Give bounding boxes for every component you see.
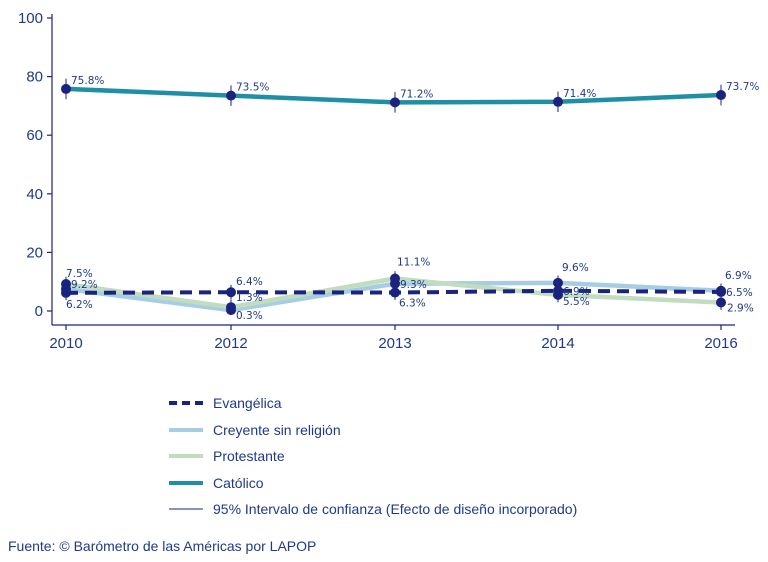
data-label-protestante: 1.3% xyxy=(236,292,263,304)
point-catolico xyxy=(716,90,726,101)
legend-item-evangelica: Evangélica xyxy=(167,390,577,417)
data-label-creyente: 9.6% xyxy=(562,262,589,274)
legend: Evangélica Creyente sin religión Protest… xyxy=(167,390,577,523)
point-protestante xyxy=(226,302,236,313)
point-catolico xyxy=(553,96,563,107)
legend-label-evangelica: Evangélica xyxy=(213,395,282,412)
data-label-creyente: 9.3% xyxy=(400,279,427,291)
legend-label-protestante: Protestante xyxy=(213,448,285,465)
x-tick-label: 2014 xyxy=(541,335,574,352)
data-label-protestante: 9.2% xyxy=(71,279,98,291)
legend-label-creyente: Creyente sin religión xyxy=(213,421,341,438)
x-tick-label: 2010 xyxy=(49,335,82,352)
legend-item-creyente: Creyente sin religión xyxy=(167,417,577,444)
data-label-evangelica: 6.9% xyxy=(563,286,590,298)
light-blue-line-swatch-icon xyxy=(167,423,205,437)
legend-item-ci: 95% Intervalo de confianza (Efecto de di… xyxy=(167,496,577,523)
point-protestante xyxy=(61,279,71,290)
data-label-creyente: 0.3% xyxy=(236,310,263,322)
y-tick-label: 60 xyxy=(26,127,43,144)
line-chart: 0 20 40 60 80 100 2010 2012 2013 2014 2016 6.2% 6.4… xyxy=(18,10,759,352)
data-label-protestante: 11.1% xyxy=(397,256,430,268)
data-label-protestante: 5.5% xyxy=(563,296,590,308)
data-label-catolico: 73.7% xyxy=(726,81,759,93)
point-evangelica xyxy=(390,287,400,298)
data-label-creyente: 7.5% xyxy=(66,268,93,280)
point-protestante xyxy=(553,289,563,300)
point-catolico xyxy=(61,83,71,94)
thin-line-swatch-icon xyxy=(167,502,205,516)
point-protestante xyxy=(390,273,400,284)
y-tick-label: 80 xyxy=(26,69,43,86)
data-label-catolico: 71.2% xyxy=(400,88,433,100)
legend-item-protestante: Protestante xyxy=(167,443,577,470)
data-label-creyente: 6.9% xyxy=(725,270,752,282)
dashed-line-swatch-icon xyxy=(167,396,205,410)
data-label-catolico: 73.5% xyxy=(236,82,269,94)
legend-label-catolico: Católico xyxy=(213,474,264,491)
point-catolico xyxy=(390,97,400,108)
y-tick-label: 0 xyxy=(35,303,43,320)
x-tick-label: 2013 xyxy=(378,335,411,352)
source-note: Fuente: © Barómetro de las Américas por … xyxy=(8,538,317,554)
y-tick-label: 100 xyxy=(18,10,43,27)
point-catolico xyxy=(226,90,236,101)
legend-label-ci: 95% Intervalo de confianza (Efecto de di… xyxy=(213,501,578,518)
point-protestante xyxy=(716,297,726,308)
data-label-catolico: 75.8% xyxy=(71,75,104,87)
data-label-evangelica: 6.2% xyxy=(66,299,93,311)
point-evangelica xyxy=(226,287,236,298)
x-tick-label: 2016 xyxy=(704,335,737,352)
legend-item-catolico: Católico xyxy=(167,470,577,497)
data-label-protestante: 2.9% xyxy=(727,303,754,315)
point-creyente xyxy=(553,277,563,288)
y-tick-label: 40 xyxy=(26,186,43,203)
y-tick-label: 20 xyxy=(26,244,43,261)
green-line-swatch-icon xyxy=(167,449,205,463)
x-tick-label: 2012 xyxy=(214,335,247,352)
data-label-evangelica: 6.4% xyxy=(236,276,263,288)
data-label-catolico: 71.4% xyxy=(563,88,596,100)
data-label-evangelica: 6.3% xyxy=(399,298,426,310)
data-label-evangelica: 6.5% xyxy=(726,287,753,299)
teal-line-swatch-icon xyxy=(167,476,205,490)
point-creyente xyxy=(716,285,726,296)
